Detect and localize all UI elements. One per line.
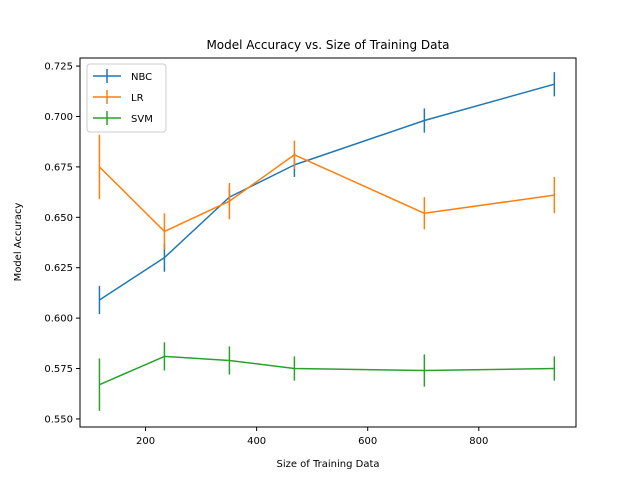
legend-label-lr: LR <box>131 93 144 104</box>
y-tick-label: 0.575 <box>44 364 73 375</box>
x-axis-title: Size of Training Data <box>276 459 379 470</box>
legend: NBC LR SVM <box>86 63 167 133</box>
y-tick-label: 0.725 <box>44 62 73 73</box>
series-line-svm <box>99 355 555 386</box>
x-tick-label: 200 <box>136 436 155 447</box>
x-axis: 200 400 600 800 <box>136 427 488 447</box>
y-tick-label: 0.650 <box>44 213 73 224</box>
y-tick-label: 0.600 <box>44 314 73 325</box>
y-axis-title: Model Accuracy <box>13 202 24 281</box>
x-tick-label: 800 <box>469 436 488 447</box>
chart-title: Model Accuracy vs. Size of Training Data <box>206 38 449 52</box>
series-line-lr <box>98 154 555 233</box>
legend-label-svm: SVM <box>131 114 153 125</box>
legend-frame <box>86 63 167 133</box>
y-tick-label: 0.675 <box>44 162 73 173</box>
y-tick-label: 0.700 <box>44 112 73 123</box>
axes-frame <box>79 57 577 428</box>
x-tick-label: 600 <box>358 436 377 447</box>
legend-label-nbc: NBC <box>131 72 152 83</box>
plot-area <box>98 72 556 411</box>
y-tick-label: 0.625 <box>44 263 73 274</box>
y-tick-label: 0.550 <box>44 414 73 425</box>
y-axis: 0.550 0.575 0.600 0.625 0.650 0.675 0.700 0.725 <box>44 62 80 425</box>
x-tick-label: 400 <box>247 436 266 447</box>
series-line-nbc <box>99 83 555 301</box>
